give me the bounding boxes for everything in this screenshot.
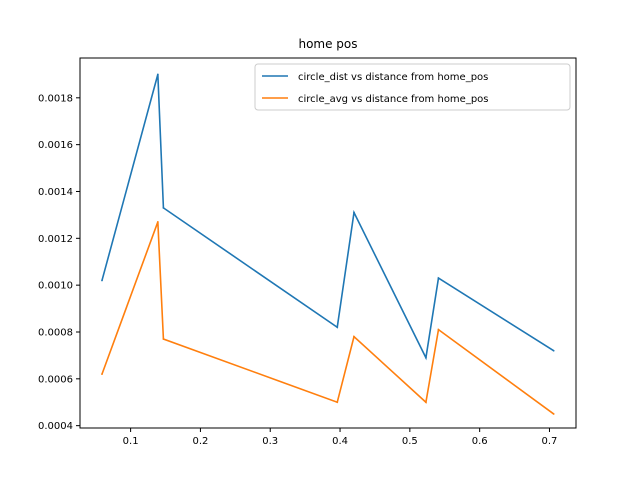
data-point bbox=[101, 373, 103, 376]
data-point bbox=[156, 221, 159, 223]
x-tick-label: 0.1 bbox=[123, 436, 139, 447]
data-point bbox=[336, 326, 339, 329]
y-tick-label: 0.0006 bbox=[38, 374, 73, 385]
data-point bbox=[336, 401, 339, 404]
data-point bbox=[353, 211, 355, 214]
series-layer bbox=[101, 73, 555, 415]
series-line-1 bbox=[101, 74, 555, 361]
y-axis: 0.0004 0.0006 0.0008 0.0010 0.0012 0.0014 0.00… bbox=[38, 93, 80, 432]
data-point bbox=[425, 401, 427, 404]
x-tick-label: 0.5 bbox=[402, 436, 418, 447]
data-point bbox=[162, 338, 165, 340]
data-point bbox=[162, 206, 165, 209]
data-point bbox=[101, 279, 103, 282]
legend-box bbox=[254, 63, 571, 111]
data-point bbox=[425, 356, 427, 359]
y-tick-label: 0.0004 bbox=[38, 421, 73, 432]
legend-label-2: circle_avg vs distance from home_pos bbox=[298, 94, 489, 105]
data-point bbox=[437, 328, 440, 331]
data-point bbox=[156, 73, 159, 76]
x-tick-label: 0.2 bbox=[192, 436, 208, 447]
x-tick-label: 0.7 bbox=[542, 436, 558, 447]
data-point bbox=[437, 277, 440, 280]
y-tick-label: 0.0014 bbox=[38, 187, 73, 198]
x-tick-label: 0.3 bbox=[262, 436, 278, 447]
x-axis: 0.1 0.2 0.3 0.4 0.5 0.6 0.7 bbox=[123, 428, 558, 447]
plot-area-frame bbox=[79, 57, 577, 429]
series-line-2 bbox=[101, 221, 555, 415]
legend: circle_dist vs distance from home_poscir… bbox=[254, 63, 571, 111]
y-tick-label: 0.0016 bbox=[38, 140, 73, 151]
data-point bbox=[552, 349, 555, 352]
legend-label-1: circle_dist vs distance from home_pos bbox=[298, 72, 488, 83]
x-tick-label: 0.6 bbox=[472, 436, 488, 447]
y-tick-label: 0.0018 bbox=[38, 93, 73, 104]
chart-title: home pos bbox=[298, 37, 357, 51]
x-tick-label: 0.4 bbox=[332, 436, 348, 447]
data-point bbox=[552, 413, 555, 415]
data-point bbox=[353, 335, 355, 338]
y-tick-label: 0.0012 bbox=[38, 234, 73, 245]
y-tick-label: 0.0008 bbox=[38, 327, 73, 338]
y-tick-label: 0.0010 bbox=[38, 281, 73, 292]
